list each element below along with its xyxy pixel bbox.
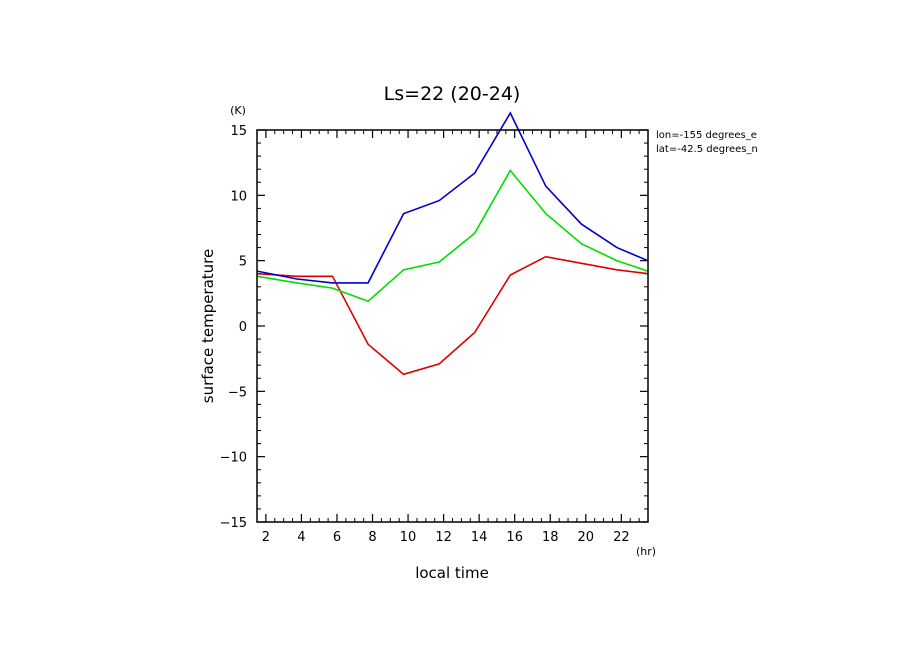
chart-title: Ls=22 (20-24) — [384, 83, 521, 105]
y-tick-label: −10 — [220, 451, 247, 466]
y-unit-label: (K) — [230, 104, 246, 117]
plot-frame — [256, 129, 649, 523]
x-tick-label: 20 — [578, 530, 595, 545]
x-tick-label: 18 — [542, 530, 559, 545]
x-unit-label: (hr) — [636, 545, 656, 558]
y-tick-label: 5 — [239, 255, 247, 270]
y-tick-label: 15 — [230, 124, 247, 139]
x-tick-label: 4 — [297, 530, 305, 545]
series-lines — [256, 111, 649, 376]
y-tick-label: 10 — [230, 189, 247, 204]
x-tick-label: 6 — [333, 530, 341, 545]
clip-mask — [780, 125, 904, 165]
x-tick-label: 14 — [471, 530, 488, 545]
x-tick-label: 22 — [613, 530, 630, 545]
y-tick-label: 0 — [239, 320, 247, 335]
x-tick-label: 2 — [262, 530, 270, 545]
x-tick-label: 8 — [368, 530, 376, 545]
annotation-lat: lat=-42.5 degrees_n — [656, 144, 758, 155]
axis-ticks: −15 −10 −5 0 5 10 15 2 4 6 8 10 12 14 16 18 20 22 — [220, 124, 649, 545]
x-axis-label: local time — [415, 564, 489, 582]
x-tick-label: 12 — [435, 530, 452, 545]
series-line — [256, 111, 649, 284]
y-axis-label: surface temperature — [199, 249, 217, 404]
series-line — [256, 169, 649, 303]
annotation-lon: lon=-155 degrees_e — [656, 130, 757, 141]
x-tick-label: 10 — [400, 530, 417, 545]
series-line — [256, 255, 649, 376]
y-tick-label: −15 — [220, 516, 247, 531]
x-tick-label: 16 — [506, 530, 523, 545]
y-tick-label: −5 — [228, 385, 247, 400]
